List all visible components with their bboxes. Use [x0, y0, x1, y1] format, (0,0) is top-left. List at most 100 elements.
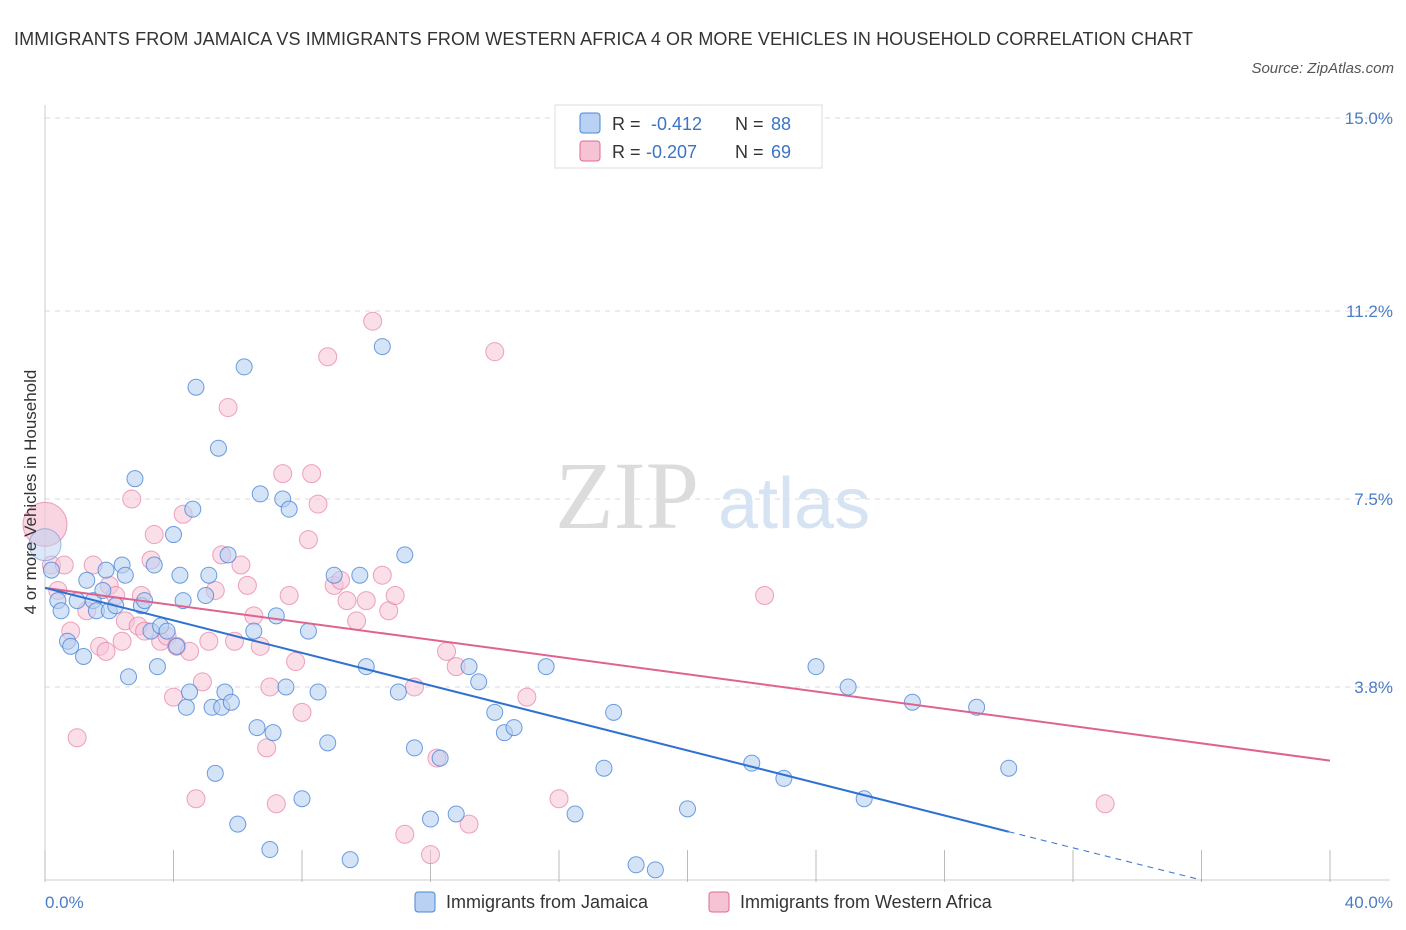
point-jamaica [267, 607, 285, 625]
point-western-africa [67, 728, 87, 748]
point-jamaica [184, 500, 202, 518]
bottom-legend-swatch-western-africa [708, 891, 730, 913]
watermark: ZIP atlas [555, 442, 870, 549]
point-jamaica [277, 678, 295, 696]
point-western-africa [164, 687, 183, 707]
point-western-africa [260, 677, 280, 697]
point-western-africa [755, 586, 775, 606]
trend-lines [44, 586, 1331, 881]
legend-r-label-jamaica: R = [612, 114, 641, 134]
bottom-legend-swatch-jamaica [414, 891, 436, 913]
point-jamaica [460, 658, 478, 676]
y-tick-label-0: 3.8% [1354, 678, 1393, 697]
point-western-africa [347, 611, 367, 631]
point-jamaica [174, 592, 192, 610]
point-jamaica [229, 815, 247, 833]
point-jamaica [646, 861, 664, 879]
point-western-africa [421, 845, 440, 865]
point-western-africa [302, 464, 322, 484]
trend-line-jamaica [44, 586, 1009, 833]
point-jamaica [470, 673, 488, 691]
watermark-zip: ZIP [555, 442, 699, 549]
legend-r-label-western-africa: R = [612, 142, 641, 162]
point-jamaica [158, 622, 176, 640]
point-western-africa [385, 586, 405, 606]
point-jamaica [177, 698, 195, 716]
point-jamaica [422, 810, 439, 828]
grid-lines [45, 117, 1390, 688]
point-western-africa [308, 494, 328, 514]
legend-n-value-jamaica: 88 [771, 114, 791, 134]
point-jamaica [206, 764, 224, 782]
bottom-legend-label-western-africa: Immigrants from Western Africa [740, 892, 993, 912]
point-jamaica [171, 566, 189, 584]
point-jamaica [389, 683, 407, 701]
point-jamaica [168, 637, 186, 655]
point-jamaica [627, 856, 645, 874]
point-jamaica [245, 622, 263, 640]
point-jamaica [280, 500, 298, 518]
point-western-africa [286, 652, 306, 672]
point-jamaica [209, 439, 227, 457]
tick-labels: 3.8% 7.5% 11.2% 15.0% 0.0% 40.0% [45, 109, 1393, 912]
point-jamaica [447, 805, 465, 823]
legend-n-label-jamaica: N = [735, 114, 764, 134]
point-western-africa [292, 702, 312, 722]
trend-line-western-africa [44, 586, 1331, 762]
point-jamaica [62, 637, 80, 655]
point-jamaica [319, 734, 337, 752]
point-jamaica [28, 528, 62, 562]
point-jamaica [505, 719, 523, 737]
point-jamaica [396, 546, 414, 564]
point-jamaica [405, 739, 423, 757]
point-western-africa [199, 631, 219, 651]
point-jamaica [126, 470, 144, 488]
point-jamaica [235, 358, 253, 376]
point-western-africa [231, 555, 251, 575]
series-western-africa [22, 311, 1115, 865]
bottom-legend: Immigrants from Jamaica Immigrants from … [414, 891, 993, 913]
point-jamaica [222, 693, 240, 711]
point-jamaica [219, 546, 237, 564]
point-western-africa [395, 824, 415, 844]
point-jamaica [145, 556, 163, 574]
point-jamaica [341, 851, 359, 869]
point-jamaica [325, 566, 343, 584]
point-western-africa [192, 672, 212, 692]
point-western-africa [237, 575, 257, 595]
series-jamaica [28, 338, 1018, 879]
point-western-africa [517, 687, 537, 707]
point-jamaica [52, 602, 70, 620]
point-jamaica [75, 647, 93, 665]
source-label: Source: ZipAtlas.com [1251, 60, 1394, 77]
watermark-atlas: atlas [718, 464, 870, 544]
legend-swatch-western-africa [579, 140, 601, 162]
point-jamaica [251, 485, 269, 503]
legend-box: R = -0.412 N = 88 R = -0.207 N = 69 [554, 104, 823, 169]
point-western-africa [273, 464, 293, 484]
point-western-africa [437, 641, 457, 661]
legend-n-value-western-africa: 69 [771, 142, 791, 162]
chart-title: IMMIGRANTS FROM JAMAICA VS IMMIGRANTS FR… [14, 29, 1194, 49]
legend-r-value-jamaica: -0.412 [651, 114, 702, 134]
point-jamaica [200, 566, 218, 584]
point-jamaica [42, 561, 60, 579]
point-western-africa [459, 814, 479, 834]
point-jamaica [293, 790, 311, 808]
point-western-africa [1095, 794, 1115, 814]
point-western-africa [549, 789, 569, 809]
bottom-legend-label-jamaica: Immigrants from Jamaica [446, 892, 649, 912]
point-western-africa [363, 311, 383, 331]
point-jamaica [299, 622, 317, 640]
point-jamaica [97, 561, 115, 579]
point-jamaica [968, 698, 986, 716]
point-western-africa [96, 641, 116, 661]
point-jamaica [807, 658, 825, 676]
point-jamaica [120, 668, 138, 686]
point-jamaica [248, 719, 266, 737]
point-western-africa [144, 525, 164, 545]
point-jamaica [431, 749, 449, 767]
point-jamaica [116, 566, 134, 584]
point-jamaica [261, 841, 279, 859]
